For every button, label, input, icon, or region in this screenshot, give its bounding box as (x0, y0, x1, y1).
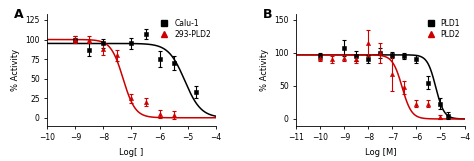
Point (142, 33, 149, 35)
Point (86, 48, 93, 51)
Point (156, 113, 164, 115)
Point (142, 101, 149, 103)
Point (444, 114, 452, 117)
Point (389, 73, 396, 75)
Point (170, 114, 177, 117)
Text: B: B (263, 8, 272, 21)
Legend: PLD1, PLD2: PLD1, PLD2 (422, 18, 461, 39)
Point (72, 38, 79, 41)
Point (317, 57, 324, 59)
Point (353, 55, 360, 57)
Point (425, 81, 432, 84)
Point (413, 58, 420, 61)
Point (114, 54, 121, 57)
Point (341, 47, 348, 49)
Point (170, 62, 177, 64)
Point (389, 54, 396, 56)
Point (72, 38, 79, 41)
Y-axis label: % Activity: % Activity (11, 49, 20, 91)
Point (156, 58, 164, 60)
Point (425, 102, 432, 105)
Point (365, 58, 372, 61)
Legend: Calu-1, 293-PLD2: Calu-1, 293-PLD2 (156, 18, 212, 39)
Point (401, 55, 408, 57)
Point (341, 57, 348, 59)
Text: A: A (14, 8, 23, 21)
Point (377, 52, 384, 54)
Point (401, 86, 408, 89)
Point (437, 116, 444, 118)
Point (353, 58, 360, 61)
Point (437, 102, 444, 105)
X-axis label: Log[ ]: Log[ ] (119, 148, 144, 157)
Point (365, 42, 372, 44)
Point (86, 38, 93, 41)
Point (128, 97, 135, 99)
Point (100, 42, 107, 45)
Point (100, 48, 107, 50)
Point (377, 52, 384, 54)
Point (317, 55, 324, 57)
Point (192, 91, 200, 93)
Point (413, 102, 420, 105)
Point (328, 58, 336, 61)
Point (128, 42, 135, 45)
X-axis label: Log [M]: Log [M] (365, 148, 396, 157)
Y-axis label: % Activity: % Activity (260, 49, 269, 91)
